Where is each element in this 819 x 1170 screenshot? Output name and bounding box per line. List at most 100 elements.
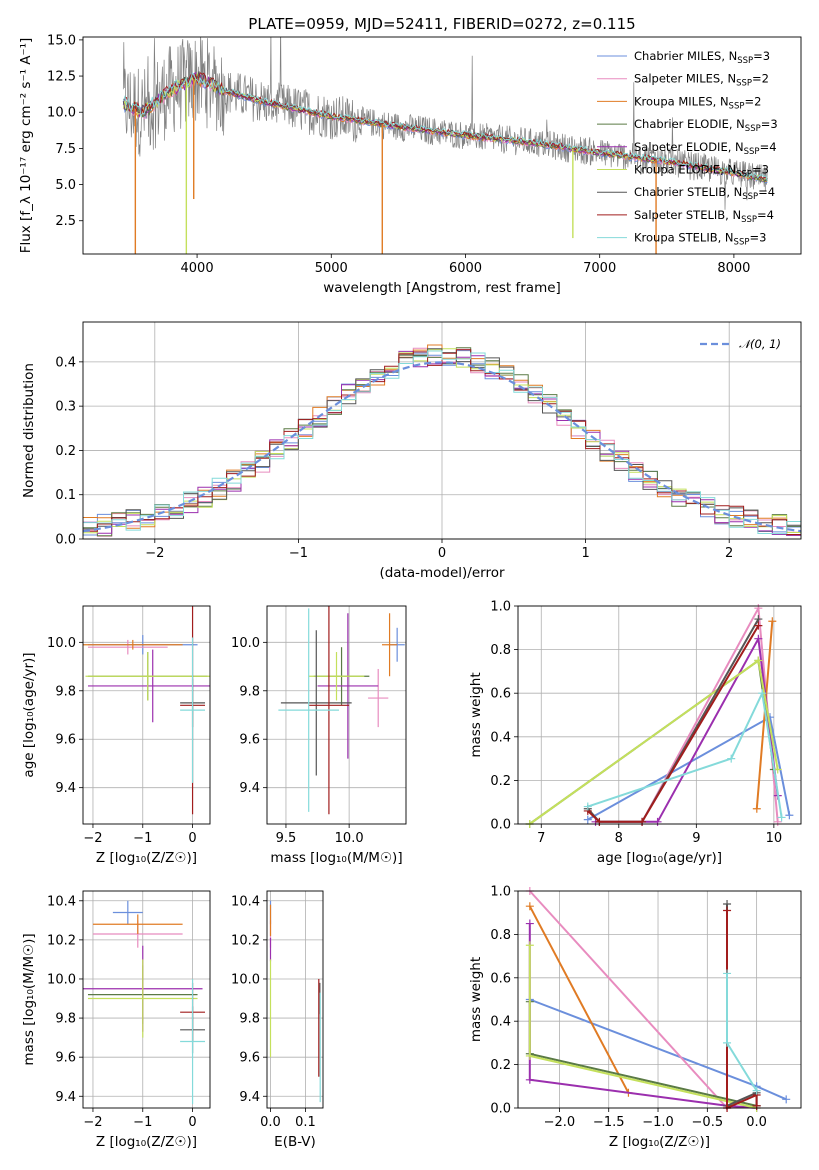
mass_vs_z-plot-area	[83, 900, 206, 1105]
age_vs_z-axes: −2 −1 0 9.4 9.6 9.8 10.0 Z [log₁₀(Z/Z☉)] age [lo…	[21, 606, 210, 866]
age_vs_mass-plot-area	[278, 606, 405, 815]
errorbar-point-salpeter_stelib	[308, 606, 350, 815]
weight_vs_age-xlabel: age [log₁₀(age/yr)]	[597, 850, 722, 866]
errorbar-point-salpeter_miles	[368, 668, 389, 728]
weight-series-salpeter_miles	[525, 887, 761, 1112]
residuals-xlabel: (data-model)/error	[379, 565, 505, 581]
weight_vs_z-frame	[517, 890, 802, 1109]
weight_vs_age-frame	[517, 605, 802, 825]
age_vs_mass-frame	[266, 605, 407, 825]
age_vs_z-ytick-label: 10.0	[47, 636, 76, 651]
mass_vs_ebv-xtick-label: 0.1	[295, 1115, 316, 1130]
weight-marker-kroupa_stelib	[777, 813, 786, 822]
weight-line-chabrier_elodie	[528, 1001, 757, 1107]
legend-entry-salpeter_stelib: Salpeter STELIB, NSSP=4	[634, 208, 774, 225]
weight-series-chabrier_miles	[583, 713, 794, 824]
legend-entry-kroupa_elodie: Kroupa ELODIE, NSSP=3	[634, 163, 769, 180]
spectrum-xtick-label: 7000	[583, 261, 616, 276]
legend-entry-salpeter_elodie: Salpeter ELODIE, NSSP=4	[634, 140, 777, 157]
residuals-xtick-label: −1	[289, 546, 308, 561]
spectrum-ytick-label: 5.0	[55, 178, 76, 193]
age_vs_z-ytick-label: 9.6	[55, 733, 76, 748]
weight-line-chabrier_elodie	[529, 658, 775, 825]
weight-marker-kroupa_stelib	[723, 969, 732, 978]
errorbar-point-kroupa_stelib	[180, 637, 206, 783]
legend-entry-chabrier_stelib: Chabrier STELIB, NSSP=4	[634, 185, 775, 202]
weight_vs_z-ytick-label: 0.4	[490, 1015, 511, 1030]
mass_vs_ebv-ytick-label: 9.8	[239, 1012, 260, 1027]
errorbar-point-kroupa_elodie	[308, 652, 365, 701]
mass_vs_z-xlabel: Z [log₁₀(Z/Z☉)]	[96, 1134, 197, 1150]
weight_vs_age-axes: 7 8 9 10 0.0 0.2 0.4 0.6 0.8 1.0 age [log₁₀(age/yr…	[468, 600, 801, 866]
mass_vs_ebv-ytick-label: 9.6	[239, 1051, 260, 1066]
age_vs_mass-xtick-label: 9.5	[276, 831, 297, 846]
age_vs_mass-axes: 9.5 10.0 9.4 9.6 9.8 10.0 mass [log₁₀(M/M☉)]	[231, 606, 406, 866]
weight_vs_z-ytick-label: 0.2	[490, 1058, 511, 1073]
spectrum-frame	[82, 36, 802, 255]
residuals-ylabel: Normed distribution	[21, 363, 37, 498]
weight-marker-kroupa_stelib	[758, 689, 767, 698]
mass_vs_z-axes: −2 −1 0 9.4 9.6 9.8 10.0 10.2 10.4 Z [log₁₀(Z/Z☉)…	[21, 891, 210, 1150]
weight-series-chabrier_stelib	[723, 900, 761, 1110]
weight-marker-salpeter_stelib	[754, 621, 763, 630]
age_vs_z-plot-area	[83, 606, 210, 815]
residual-histogram-kroupa_stelib	[83, 350, 801, 538]
weight_vs_z-ylabel: mass weight	[468, 957, 484, 1042]
weight_vs_z-axes: −2.0 −1.5 −1.0 −0.5 0.0 0.0 0.2 0.4 0.6 0.8 1.0 Z […	[468, 885, 801, 1150]
age_vs_z-xtick-label: 0	[188, 831, 196, 846]
weight_vs_age-xtick-label: 8	[615, 831, 623, 846]
errorbar-point-salpeter_elodie	[317, 613, 379, 759]
weight-marker-salpeter_stelib	[638, 817, 647, 826]
mass_vs_z-ytick-label: 9.4	[55, 1090, 76, 1105]
age_vs_mass-xlabel: mass [log₁₀(M/M☉)]	[270, 850, 402, 866]
errorbar-point-kroupa_elodie	[87, 959, 198, 1038]
errorbar-point-salpeter_elodie	[87, 649, 210, 723]
weight_vs_z-xlabel: Z [log₁₀(Z/Z☉)]	[609, 1134, 710, 1150]
residuals-ytick-label: 0.1	[55, 488, 76, 503]
weight_vs_age-ylabel: mass weight	[468, 672, 484, 757]
observed-spectrum	[122, 37, 768, 210]
age_vs_z-xlabel: Z [log₁₀(Z/Z☉)]	[96, 850, 197, 866]
errorbar-point-kroupa_elodie	[85, 652, 210, 701]
spectrum-xlabel: wavelength [Angstrom, rest frame]	[323, 280, 561, 296]
weight-marker-kroupa_stelib	[752, 1086, 761, 1095]
residuals-ytick-label: 0.3	[55, 400, 76, 415]
spectrum-xtick-label: 4000	[181, 261, 214, 276]
age_vs_mass-ytick-label: 9.8	[239, 684, 260, 699]
weight_vs_age-xtick-label: 9	[692, 831, 700, 846]
spectrum-title: PLATE=0959, MJD=52411, FIBERID=0272, z=0…	[248, 15, 635, 33]
spectrum-ytick-label: 12.5	[47, 70, 76, 85]
residuals-xtick-label: 2	[725, 546, 733, 561]
age_vs_mass-xtick-label: 10.0	[335, 831, 364, 846]
errorbar-point-kroupa_stelib	[278, 608, 340, 812]
spectrum-ytick-label: 2.5	[55, 214, 76, 229]
mass_vs_ebv-xtick-label: 0.0	[260, 1115, 281, 1130]
spectrum-plot-area	[122, 37, 768, 254]
weight-line-kroupa_miles	[755, 621, 774, 809]
residuals-xtick-label: 1	[581, 546, 589, 561]
age_vs_z-xtick-label: −1	[133, 831, 152, 846]
weight-marker-kroupa_miles	[525, 902, 534, 911]
weight-line-kroupa_stelib	[587, 689, 783, 818]
weight_vs_age-ytick-label: 1.0	[490, 600, 511, 615]
residuals-plot-area	[83, 344, 801, 538]
legend-entry-chabrier_miles: Chabrier MILES, NSSP=3	[634, 49, 770, 66]
weight_vs_age-ytick-label: 0.0	[490, 818, 511, 833]
mass_vs_z-ylabel: mass [log₁₀(M/M☉)]	[21, 933, 37, 1065]
weight-marker-salpeter_stelib	[752, 1101, 761, 1110]
age_vs_z-ytick-label: 9.8	[55, 684, 76, 699]
weight-marker-kroupa_elodie	[525, 941, 534, 950]
mass_vs_ebv-ytick-label: 10.2	[231, 933, 260, 948]
weight-marker-kroupa_elodie	[525, 1051, 534, 1060]
errorbar-point-kroupa_stelib	[180, 978, 206, 1105]
mass_vs_z-xtick-label: −2	[83, 1115, 102, 1130]
mass_vs_ebv-frame	[266, 890, 324, 1109]
mass_vs_ebv-ytick-label: 10.0	[231, 972, 260, 987]
mass_vs_z-ytick-label: 10.4	[47, 894, 76, 909]
mass_vs_z-xtick-label: 0	[188, 1115, 196, 1130]
weight-marker-kroupa_miles	[752, 804, 761, 813]
residuals-legend: 𝒩(0, 1)	[700, 337, 781, 351]
weight-marker-salpeter_elodie	[754, 634, 763, 643]
weight_vs_age-plot-area	[525, 604, 794, 828]
age_vs_z-xtick-label: −2	[83, 831, 102, 846]
